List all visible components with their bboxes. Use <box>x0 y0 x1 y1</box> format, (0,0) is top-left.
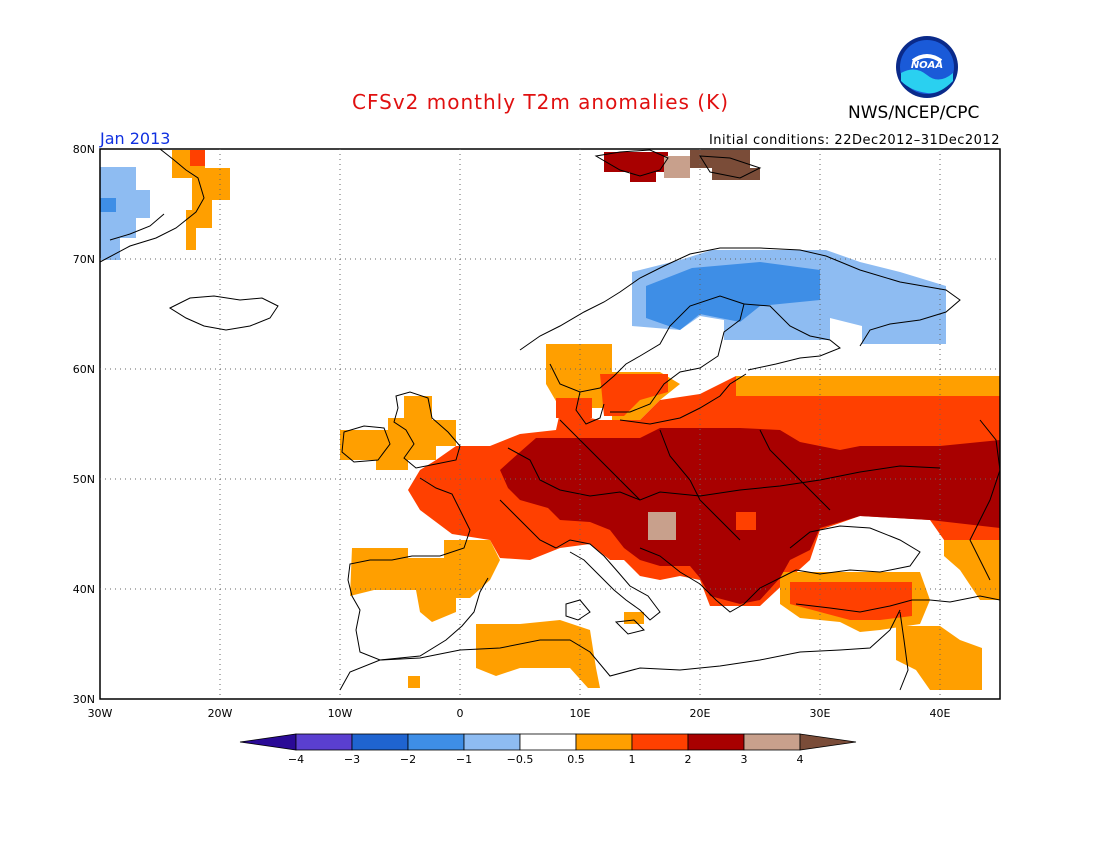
valid-month-label: Jan 2013 <box>100 129 171 148</box>
anomaly-shading <box>100 150 1000 690</box>
anomaly-patch-greenland-strong <box>100 198 116 212</box>
lat-label-80n: 80N <box>73 143 95 156</box>
legend-swatch-8 <box>687 733 745 751</box>
anomaly-patch-iberia-warm <box>350 540 500 622</box>
map-frame <box>99 148 1001 700</box>
legend-tick-label: 1 <box>629 753 636 766</box>
anomaly-patch-greenland-warm <box>172 150 230 250</box>
legend-swatch-5 <box>519 733 577 751</box>
graticule <box>100 149 1000 699</box>
legend-swatch-7 <box>631 733 689 751</box>
noaa-logo-icon: NOAA <box>896 36 958 98</box>
legend-tick-label: 4 <box>797 753 804 766</box>
legend-tick-label: −2 <box>400 753 416 766</box>
legend-swatch-9 <box>743 733 801 751</box>
lat-label-50n: 50N <box>73 473 95 486</box>
anomaly-patch-greenland-cold <box>100 167 150 260</box>
map-title: CFSv2 monthly T2m anomalies (K) <box>352 90 729 114</box>
legend-swatch-3 <box>407 733 465 751</box>
anomaly-patch-svalbard <box>604 152 668 182</box>
legend-tick-label: −4 <box>288 753 304 766</box>
legend-tick-label: −3 <box>344 753 360 766</box>
agency-label: NWS/NCEP/CPC <box>848 103 980 123</box>
legend-tick-label: 2 <box>685 753 692 766</box>
legend-swatch-6 <box>575 733 633 751</box>
anomaly-patch-hungary-vstrong <box>648 512 676 540</box>
anomaly-patch-franz-josef <box>690 150 760 180</box>
legend-tick-label: 3 <box>741 753 748 766</box>
lon-label-20w: 20W <box>208 707 233 720</box>
legend-swatch-1 <box>295 733 353 751</box>
lat-label-70n: 70N <box>73 253 95 266</box>
legend-tick-label: −1 <box>456 753 472 766</box>
lon-label-0: 0 <box>457 707 464 720</box>
anomaly-patch-uk-warm <box>340 396 456 470</box>
lon-label-20e: 20E <box>690 707 711 720</box>
legend-swatch-4 <box>463 733 521 751</box>
initial-conditions-label: Initial conditions: 22Dec2012–31Dec2012 <box>708 133 1000 148</box>
logo-text: NOAA <box>911 60 943 71</box>
legend-tick-label: 0.5 <box>567 753 585 766</box>
lon-label-10e: 10E <box>570 707 591 720</box>
legend-tick-label: −0.5 <box>507 753 534 766</box>
lon-label-40e: 40E <box>930 707 951 720</box>
legend-swatch-0 <box>239 733 297 751</box>
legend-swatch-2 <box>351 733 409 751</box>
lon-label-10w: 10W <box>328 707 353 720</box>
coastlines <box>100 149 1000 691</box>
lat-label-30n: 30N <box>73 693 95 706</box>
lon-label-30e: 30E <box>810 707 831 720</box>
lat-labels: 80N 70N 60N 50N 40N 30N <box>73 143 95 706</box>
lon-labels: 30W 20W 10W 0 10E 20E 30E 40E <box>88 707 951 720</box>
lon-label-30w: 30W <box>88 707 113 720</box>
color-legend: −4 −3 −2 −1 −0.5 0.5 1 2 3 4 <box>239 733 857 766</box>
lat-label-40n: 40N <box>73 583 95 596</box>
lat-label-60n: 60N <box>73 363 95 376</box>
anomaly-patch-scandinavia-strong <box>646 262 820 330</box>
legend-swatch-10 <box>799 733 857 751</box>
